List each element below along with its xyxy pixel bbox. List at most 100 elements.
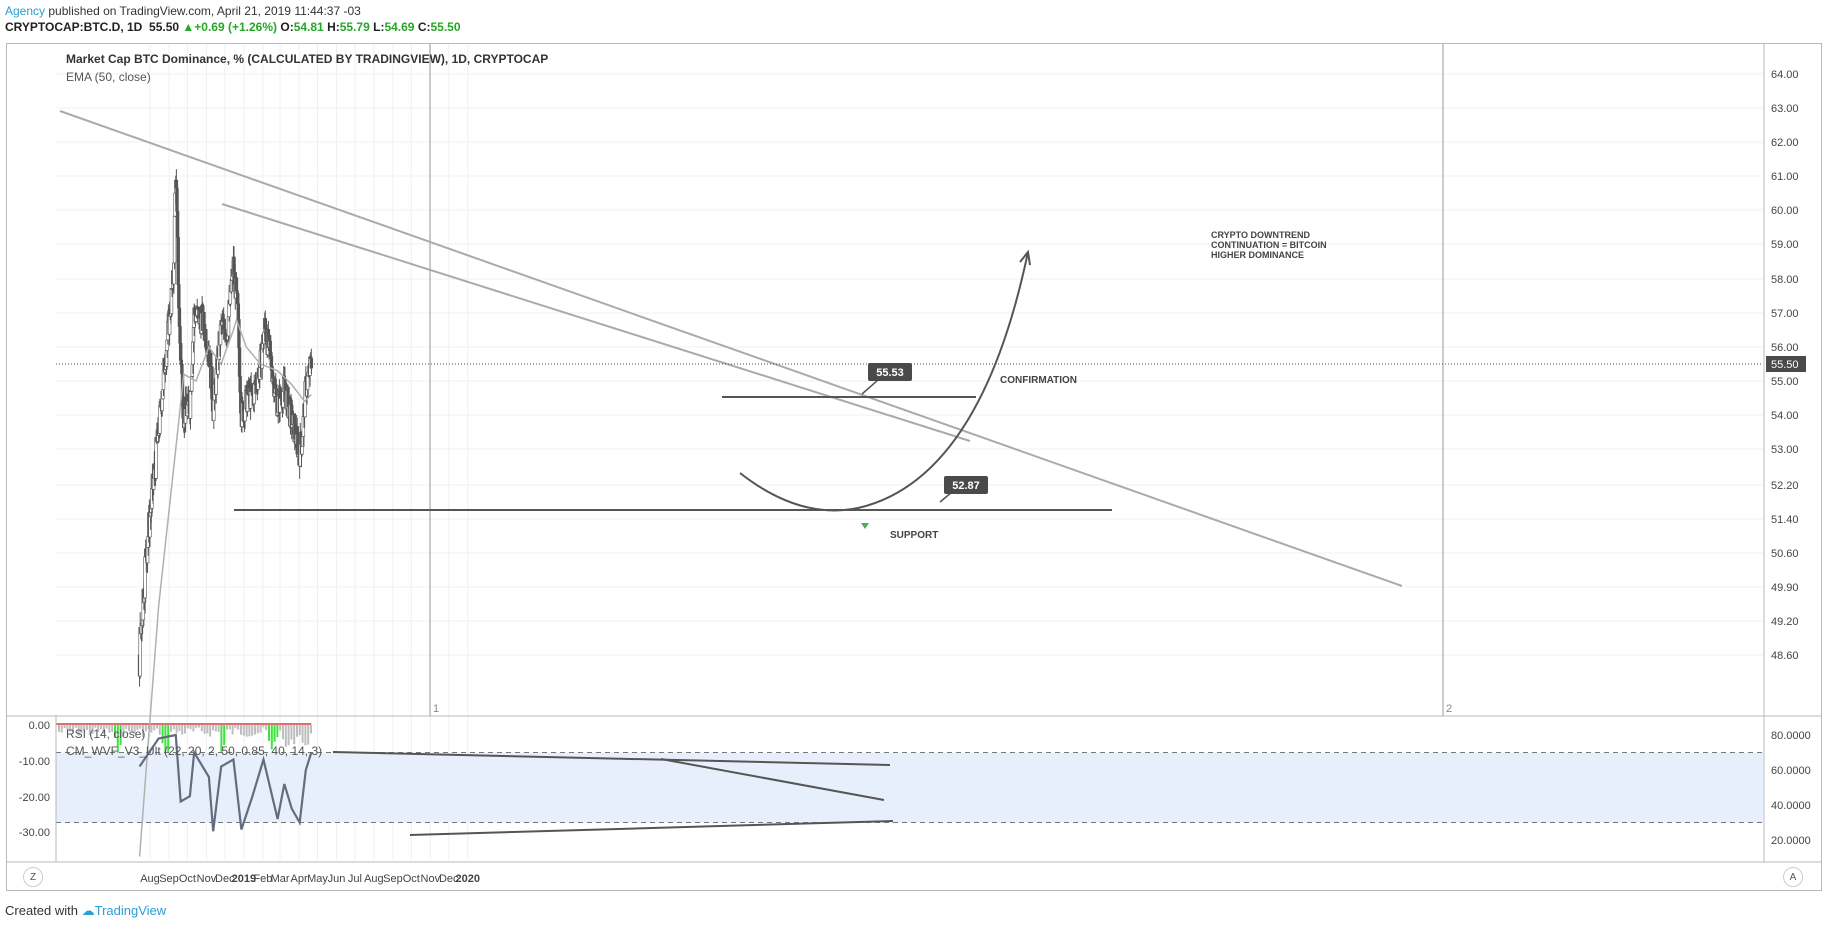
wvf-bar xyxy=(231,725,234,735)
open-value: 54.81 xyxy=(293,20,324,34)
thesis-text-line: HIGHER DOMINANCE xyxy=(1211,250,1304,260)
wvf-bar xyxy=(217,725,220,732)
zoom-reset-button[interactable]: Z xyxy=(23,867,43,887)
time-tick-label: Aug xyxy=(364,873,384,885)
rsi-support-line xyxy=(409,820,894,836)
time-tick-label: Jul xyxy=(348,873,362,885)
price-tick-label: 61.00 xyxy=(1771,171,1799,183)
downtrend-line-inner xyxy=(221,203,971,442)
wvf-bar xyxy=(130,725,133,733)
wvf-bar xyxy=(102,725,105,734)
close-value: 55.50 xyxy=(430,20,461,34)
callout-low-label: 52.87 xyxy=(952,480,980,492)
price-tick-label: 57.00 xyxy=(1771,308,1799,320)
wvf-bar xyxy=(293,725,296,745)
wvf-bar xyxy=(195,725,198,728)
buy-signal-marker xyxy=(861,523,869,529)
wvf-bar xyxy=(298,725,301,736)
wvf-bar xyxy=(251,725,254,736)
rsi-downtrend-line xyxy=(660,758,885,801)
wvf-tick-label: -30.00 xyxy=(19,827,50,839)
period-marker-1: 1 xyxy=(433,703,439,715)
wvf-bar xyxy=(287,725,290,746)
time-tick-label: Mar xyxy=(271,873,290,885)
last-price-label: 55.50 xyxy=(1771,359,1799,371)
wvf-bar xyxy=(170,725,172,732)
wvf-bar xyxy=(133,725,136,734)
candle xyxy=(300,446,304,455)
wvf-bar xyxy=(125,725,128,729)
rsi-legend: RSI (14, close) xyxy=(66,727,145,741)
wvf-bar xyxy=(80,725,83,733)
wvf-bar xyxy=(268,725,270,741)
wvf-bar xyxy=(296,725,298,737)
callout-high-label: 55.53 xyxy=(876,367,904,379)
wvf-bar xyxy=(259,725,262,733)
wvf-bar xyxy=(139,725,142,729)
callout-high-box xyxy=(868,363,912,381)
wvf-bar xyxy=(212,725,214,731)
wvf-bar xyxy=(111,725,114,732)
wvf-bar xyxy=(209,725,212,737)
time-tick-label: Sep xyxy=(383,873,403,885)
wvf-bar xyxy=(86,725,88,730)
wvf-bar xyxy=(167,725,170,753)
wvf-tick-label: 0.00 xyxy=(29,720,50,732)
price-tick-label: 49.20 xyxy=(1771,616,1799,628)
price-tick-label: 53.00 xyxy=(1771,444,1799,456)
rsi-line xyxy=(138,733,313,832)
wvf-bar xyxy=(156,725,158,729)
publication-info: Agency published on TradingView.com, Apr… xyxy=(5,4,361,19)
wvf-bar xyxy=(172,725,175,730)
price-tick-label: 51.40 xyxy=(1771,514,1799,526)
wvf-bar xyxy=(116,725,119,755)
last-price: 55.50 xyxy=(149,20,180,34)
wvf-bar xyxy=(198,725,200,728)
time-tick-label: 2020 xyxy=(455,873,479,885)
wvf-bar xyxy=(128,725,130,732)
wvf-bar xyxy=(200,725,203,732)
wvf-bar xyxy=(164,725,167,754)
wvf-bar xyxy=(203,725,206,734)
callout-low-box xyxy=(944,476,988,494)
wvf-bar xyxy=(189,725,192,730)
wvf-bar xyxy=(240,725,242,735)
candle xyxy=(267,335,272,342)
high-value: 55.79 xyxy=(339,20,370,34)
rsi-band xyxy=(56,752,1763,823)
wvf-bar xyxy=(94,725,97,728)
tradingview-link[interactable]: TradingView xyxy=(94,903,167,918)
time-tick-label: Aug xyxy=(140,873,160,885)
price-tick-label: 60.00 xyxy=(1771,205,1799,217)
author-link[interactable]: Agency xyxy=(5,4,46,18)
wvf-bar xyxy=(77,725,80,736)
time-tick-label: Jun xyxy=(328,873,346,885)
price-tick-label: 50.60 xyxy=(1771,548,1799,560)
wvf-bar xyxy=(58,725,60,732)
auto-scale-button[interactable]: A xyxy=(1783,867,1803,887)
wvf-legend: CM_WVF_V3_Ult (22, 20, 2, 50, 0.85, 40, … xyxy=(66,744,322,758)
wvf-bar xyxy=(192,725,195,732)
wvf-bar xyxy=(136,725,139,730)
wvf-bar xyxy=(282,725,284,740)
wvf-bar xyxy=(242,725,245,736)
wvf-bar xyxy=(270,725,273,750)
wvf-bar xyxy=(69,725,72,732)
price-tick-label: 64.00 xyxy=(1771,69,1799,81)
ohlc-bar: CRYPTOCAP:BTC.D, 1D 55.50 ▲+0.69 (+1.26%… xyxy=(5,20,461,34)
wvf-bar xyxy=(284,725,287,747)
candle xyxy=(234,277,239,291)
candle xyxy=(305,375,310,391)
confirmation-label: CONFIRMATION xyxy=(1000,375,1077,386)
ema-legend: EMA (50, close) xyxy=(66,70,151,84)
wvf-bar xyxy=(119,725,122,745)
rsi-tick-label: 20.0000 xyxy=(1771,835,1811,847)
wvf-bar xyxy=(237,725,240,730)
rsi-tick-label: 60.0000 xyxy=(1771,765,1811,777)
wvf-bar xyxy=(276,725,279,738)
thesis-text-line: CRYPTO DOWNTREND xyxy=(1211,230,1311,240)
wvf-bar xyxy=(181,725,184,735)
time-tick-label: Nov xyxy=(197,873,217,885)
price-tick-label: 55.00 xyxy=(1771,376,1799,388)
